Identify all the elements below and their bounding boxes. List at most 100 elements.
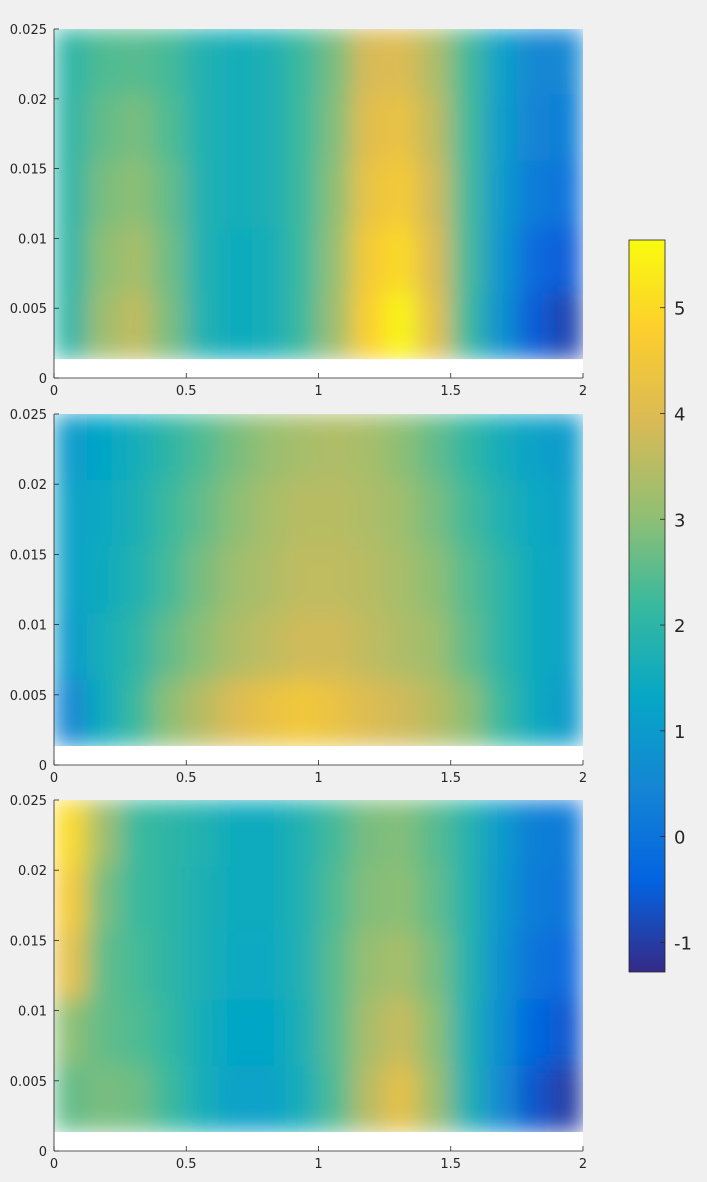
heatmap-cell bbox=[152, 414, 187, 481]
heatmap-cell bbox=[252, 545, 286, 614]
heatmap-cell bbox=[351, 159, 385, 228]
heatmap-cell bbox=[450, 931, 485, 1000]
x-tick-label: 0.5 bbox=[176, 771, 197, 786]
heatmap-cell bbox=[384, 292, 418, 360]
heatmap-cell bbox=[185, 545, 220, 614]
heatmap-cell bbox=[417, 226, 452, 294]
heatmap-cell bbox=[252, 479, 286, 547]
x-tick-label: 1 bbox=[314, 771, 322, 786]
heatmap-cell bbox=[318, 545, 352, 614]
heatmap-cell bbox=[54, 159, 88, 228]
heatmap-cell bbox=[450, 414, 485, 481]
heatmap-cell bbox=[152, 800, 187, 867]
heatmap-cell bbox=[252, 292, 286, 360]
heatmap-cell bbox=[219, 931, 253, 1000]
heatmap-cell bbox=[86, 94, 121, 161]
heatmap-cell bbox=[384, 159, 418, 228]
heatmap-cell bbox=[54, 414, 88, 481]
x-tick-label: 1.5 bbox=[440, 1157, 461, 1172]
heatmap-cell bbox=[252, 613, 286, 680]
heatmap-cell bbox=[483, 414, 518, 481]
heatmap-cell bbox=[483, 159, 518, 228]
heatmap-cell bbox=[54, 865, 88, 933]
heatmap-cell bbox=[152, 613, 187, 680]
heatmap-cell bbox=[417, 29, 452, 95]
heatmap-cell bbox=[86, 292, 121, 360]
heatmap-cell bbox=[516, 931, 551, 1000]
heatmap-cell bbox=[119, 545, 154, 614]
colorbar-tick-label: 5 bbox=[674, 299, 685, 320]
heatmap-cell bbox=[483, 1065, 518, 1133]
heatmap-cell bbox=[450, 94, 485, 161]
heatmap-cell bbox=[417, 800, 452, 867]
heatmap-cell bbox=[516, 159, 551, 228]
heatmap-cell bbox=[384, 94, 418, 161]
heatmap-cell bbox=[318, 29, 352, 95]
heatmap-cell bbox=[351, 999, 385, 1066]
colorbar-tick-label: 1 bbox=[674, 722, 685, 743]
heatmap-cell bbox=[285, 613, 319, 680]
heatmap-cell bbox=[252, 414, 286, 481]
heatmap-cell bbox=[417, 159, 452, 228]
heatmap-cell bbox=[516, 292, 551, 360]
heatmap-cell bbox=[516, 414, 551, 481]
heatmap-cell bbox=[285, 94, 319, 161]
heatmap-cell bbox=[86, 29, 121, 95]
heatmap-cell bbox=[318, 999, 352, 1066]
colorbar-tick-label: 0 bbox=[674, 828, 685, 849]
heatmap-cell bbox=[516, 29, 551, 95]
heatmap-cell bbox=[252, 94, 286, 161]
heatmap-cell bbox=[219, 226, 253, 294]
heatmap-cell bbox=[185, 999, 220, 1066]
y-tick-label: 0.01 bbox=[18, 232, 47, 247]
y-tick-label: 0 bbox=[39, 1145, 47, 1160]
x-tick-label: 0 bbox=[50, 771, 58, 786]
heatmap-cell bbox=[119, 865, 154, 933]
heatmap-cell bbox=[318, 800, 352, 867]
heatmap-cell bbox=[119, 414, 154, 481]
heatmap-cell bbox=[450, 479, 485, 547]
heatmap-cell bbox=[384, 545, 418, 614]
heatmap-cell bbox=[119, 999, 154, 1066]
heatmap-cell bbox=[516, 679, 551, 747]
heatmap-cell bbox=[86, 679, 121, 747]
heatmap-cell bbox=[351, 931, 385, 1000]
heatmap-cell bbox=[549, 679, 583, 747]
heatmap-cell bbox=[450, 226, 485, 294]
heatmap-cell bbox=[417, 545, 452, 614]
heatmap-cell bbox=[483, 800, 518, 867]
heatmap-cell bbox=[152, 29, 187, 95]
x-tick-label: 1.5 bbox=[440, 771, 461, 786]
heatmap-cell bbox=[119, 29, 154, 95]
y-tick-label: 0.015 bbox=[10, 548, 47, 563]
heatmap-cell bbox=[549, 999, 583, 1066]
y-tick-label: 0.015 bbox=[10, 163, 47, 178]
heatmap-cell bbox=[152, 292, 187, 360]
heatmap-cell bbox=[285, 29, 319, 95]
heatmap-cell bbox=[86, 545, 121, 614]
heatmap-cell bbox=[483, 545, 518, 614]
heatmap-cell bbox=[417, 999, 452, 1066]
heatmap-cell bbox=[54, 545, 88, 614]
y-tick-label: 0.025 bbox=[10, 794, 47, 809]
heatmap-cell bbox=[119, 1065, 154, 1133]
colorbar-tick-label: 4 bbox=[674, 404, 685, 425]
heatmap-cell bbox=[219, 479, 253, 547]
y-tick-label: 0.02 bbox=[18, 93, 47, 108]
heatmap-cell bbox=[86, 414, 121, 481]
heatmap-cell bbox=[417, 292, 452, 360]
heatmap-cell bbox=[483, 865, 518, 933]
heatmap-cell bbox=[219, 679, 253, 747]
heatmap-cell bbox=[516, 999, 551, 1066]
heatmap-cell bbox=[417, 931, 452, 1000]
heatmap-cell bbox=[252, 999, 286, 1066]
heatmap-cell bbox=[185, 800, 220, 867]
heatmap-cell bbox=[450, 159, 485, 228]
heatmap-cell bbox=[152, 679, 187, 747]
heatmap-cell bbox=[285, 679, 319, 747]
heatmap-cell bbox=[119, 931, 154, 1000]
heatmap-cell bbox=[54, 1065, 88, 1133]
y-tick-label: 0.01 bbox=[18, 1005, 47, 1020]
